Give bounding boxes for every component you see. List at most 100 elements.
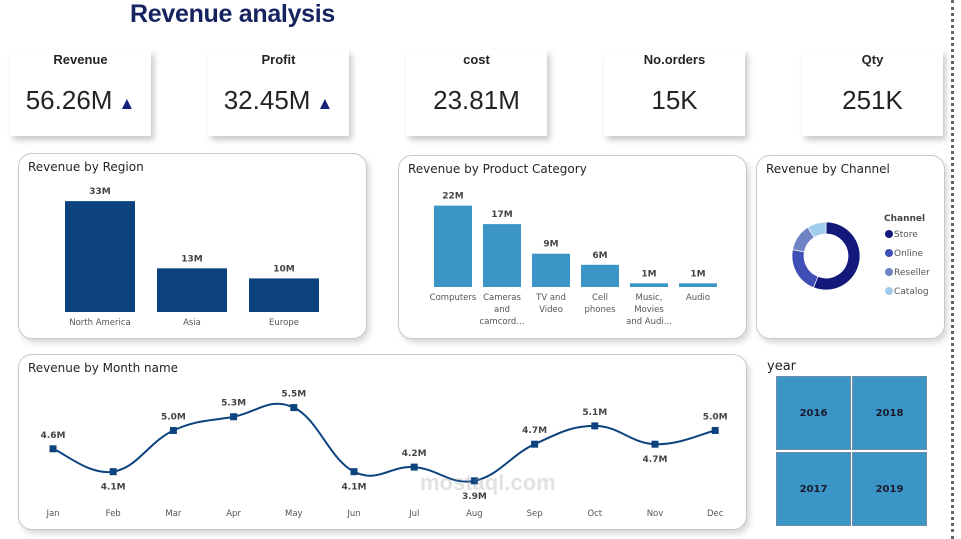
category-label: Music, (636, 293, 663, 303)
data-label: 5.1M (582, 408, 607, 418)
line-marker (470, 477, 478, 485)
kpi-label: cost (463, 52, 490, 67)
line-marker (711, 426, 719, 434)
kpi-card-profit: Profit 32.45M ▲ (208, 50, 349, 136)
category-bar-chart: 22M Computers 17M Cameras and camcord... 9M TV … (430, 192, 717, 327)
data-label: 4.6M (41, 431, 66, 441)
category-label: Movies (634, 305, 664, 315)
revenue-line (52, 402, 716, 483)
month-label: Nov (647, 509, 664, 519)
kpi-card-revenue: Revenue 56.26M ▲ (10, 50, 151, 136)
bar (434, 205, 472, 287)
region-chart-card: Revenue by Region 33M North America 13M Asi… (18, 153, 367, 339)
legend-item: Reseller (894, 268, 930, 278)
year-slicer-label: year (767, 359, 797, 374)
chart-title: Revenue by Product Category (408, 162, 587, 176)
legend-marker (885, 287, 893, 295)
chart-title: Revenue by Channel (766, 162, 890, 176)
bar (581, 264, 619, 287)
year-tile-2018[interactable]: 2018 (852, 376, 927, 450)
line-marker (109, 468, 117, 476)
kpi-value-text: 251K (842, 85, 903, 115)
data-label: 22M (442, 192, 464, 202)
data-label: 9M (543, 240, 558, 250)
legend-item: Store (894, 230, 918, 240)
category-label: phones (584, 305, 616, 315)
month-label: Aug (466, 509, 483, 519)
category-label: North America (69, 318, 131, 328)
month-label: Feb (106, 509, 121, 519)
chart-title: Revenue by Month name (28, 361, 179, 375)
month-chart-card: Revenue by Month name 4.6M Jan 4.1M Feb 5.0M… (18, 354, 747, 530)
kpi-value-text: 15K (651, 85, 698, 115)
data-label: 33M (89, 187, 111, 197)
bar (679, 283, 717, 287)
line-marker (350, 468, 358, 476)
donut-slice-store (813, 221, 861, 291)
kpi-card-cost: cost 23.81M (406, 50, 547, 136)
kpi-label: Qty (861, 52, 884, 67)
legend-title: Channel (884, 214, 925, 224)
month-label: Jun (346, 509, 360, 519)
year-tile-2017[interactable]: 2017 (776, 452, 851, 526)
kpi-label: No.orders (643, 52, 706, 67)
category-label: Europe (269, 318, 299, 328)
data-label: 10M (273, 264, 295, 274)
data-label: 5.3M (221, 399, 246, 409)
data-label: 4.1M (101, 483, 126, 493)
month-label: Sep (527, 509, 543, 519)
line-marker (531, 440, 539, 448)
bar (532, 253, 570, 287)
bar (249, 278, 319, 312)
line-marker (230, 413, 238, 421)
year-tile-2019[interactable]: 2019 (852, 452, 927, 526)
page-border (951, 0, 954, 539)
category-label: Cameras (483, 293, 521, 303)
month-label: Oct (587, 509, 602, 519)
watermark: mostaql.com (420, 470, 556, 495)
month-label: Mar (165, 509, 182, 519)
region-bar-chart: 33M North America 13M Asia 10M Europe (65, 187, 319, 328)
category-label: and (494, 305, 510, 315)
category-label: Computers (430, 293, 477, 303)
line-marker (651, 440, 659, 448)
legend-marker (885, 230, 893, 238)
kpi-label: Profit (261, 52, 296, 67)
category-label: Cell (592, 293, 608, 303)
month-label: Jul (408, 509, 419, 519)
bar (157, 268, 227, 312)
category-chart-card: Revenue by Product Category 22M Computers… (398, 155, 747, 339)
category-label: Asia (183, 318, 201, 328)
chart-title: Revenue by Region (28, 160, 144, 174)
trend-up-icon: ▲ (316, 94, 334, 113)
data-label: 5.5M (281, 390, 306, 400)
month-line-chart: 4.6M Jan 4.1M Feb 5.0M Mar 5.3M Apr 5.5M May 4.1M J… (41, 390, 728, 519)
channel-chart-card: Revenue by Channel Channel Store Online Res… (756, 155, 945, 339)
line-marker (591, 422, 599, 430)
trend-up-icon: ▲ (118, 94, 136, 113)
month-label: May (285, 509, 303, 519)
data-label: 4.2M (402, 449, 427, 459)
kpi-label: Revenue (53, 52, 108, 67)
legend-marker (885, 268, 893, 276)
line-marker (49, 445, 57, 453)
kpi-value-text: 56.26M (25, 85, 113, 115)
line-marker (290, 404, 298, 412)
data-label: 3.9M (462, 492, 487, 502)
line-marker (410, 463, 418, 471)
category-label: Video (539, 305, 563, 315)
legend-item: Catalog (894, 287, 929, 297)
kpi-value: 32.45M ▲ (208, 85, 349, 116)
category-label: Audio (686, 293, 710, 303)
bar (483, 224, 521, 287)
legend-marker (885, 249, 893, 257)
category-label: and Audi... (626, 317, 672, 327)
donut-slice-catalog (807, 221, 827, 238)
kpi-value: 23.81M (406, 85, 547, 116)
kpi-card-noorders: No.orders 15K (604, 50, 745, 136)
kpi-value-text: 32.45M (223, 85, 311, 115)
page-title: Revenue analysis (130, 0, 336, 28)
year-tile-2016[interactable]: 2016 (776, 376, 851, 450)
kpi-value: 15K (604, 85, 745, 116)
month-label: Jan (45, 509, 59, 519)
